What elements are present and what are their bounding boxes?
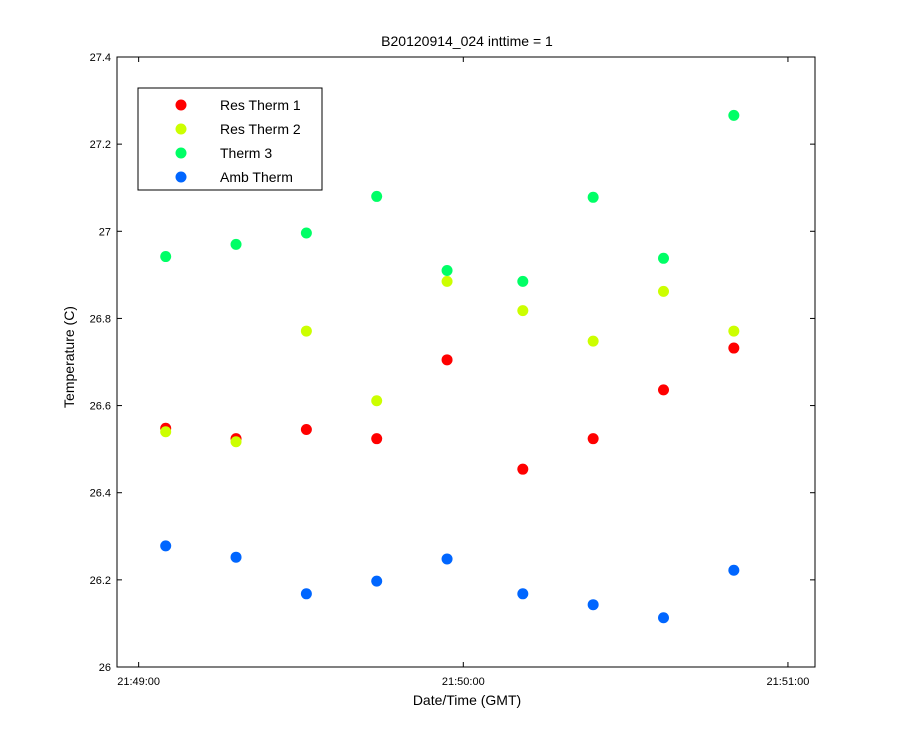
y-axis: 26 26.2 26.4 26.6 26.8 27 27.2 27.4 (90, 52, 815, 674)
data-point (160, 251, 172, 263)
data-point (657, 252, 669, 264)
data-point (230, 436, 242, 448)
x-tick-label: 21:50:00 (442, 676, 485, 688)
legend-label: Therm 3 (220, 145, 272, 161)
data-point (300, 227, 312, 239)
data-points (160, 109, 740, 624)
x-axis: 21:49:00 21:50:00 21:51:00 (117, 57, 809, 688)
data-point (371, 395, 383, 407)
data-point (441, 553, 453, 565)
legend-label: Res Therm 2 (220, 121, 301, 137)
data-point (300, 424, 312, 436)
data-point (371, 190, 383, 202)
legend-marker (175, 123, 187, 135)
x-tick-label: 21:51:00 (767, 676, 810, 688)
data-point (371, 575, 383, 587)
data-point (587, 433, 599, 445)
data-point (587, 191, 599, 203)
legend-marker (175, 99, 187, 111)
data-point (517, 275, 529, 287)
data-point (728, 325, 740, 337)
y-tick-label: 26 (99, 662, 111, 674)
y-tick-label: 27.4 (90, 52, 111, 64)
data-point (160, 540, 172, 552)
data-point (728, 564, 740, 576)
data-point (657, 285, 669, 297)
data-point (517, 588, 529, 600)
data-point (728, 342, 740, 354)
data-point (371, 433, 383, 445)
data-point (517, 463, 529, 475)
legend-box (137, 87, 323, 191)
data-point (657, 384, 669, 396)
data-point (728, 109, 740, 121)
data-point (300, 588, 312, 600)
y-axis-label: Temperature (C) (61, 306, 77, 408)
data-point (441, 265, 453, 276)
y-tick-label: 27.2 (90, 139, 111, 151)
data-point (587, 335, 599, 347)
legend-marker (175, 171, 187, 183)
data-point (230, 551, 242, 563)
y-tick-label: 26.6 (90, 401, 111, 413)
y-tick-label: 27 (99, 226, 111, 238)
data-point (441, 275, 453, 287)
y-tick-label: 26.2 (90, 575, 111, 587)
chart-title: B20120914_024 inttime = 1 (381, 33, 553, 49)
legend-marker (175, 147, 187, 159)
y-tick-label: 26.4 (90, 488, 111, 500)
data-point (517, 305, 529, 317)
data-point (657, 612, 669, 624)
data-point (441, 354, 453, 366)
legend: Res Therm 1 Res Therm 2 Therm 3 Amb Therm (137, 87, 323, 191)
data-point (300, 325, 312, 337)
legend-label: Res Therm 1 (220, 97, 301, 113)
data-point (160, 426, 172, 438)
data-point (230, 238, 242, 250)
data-point (587, 599, 599, 611)
x-axis-label: Date/Time (GMT) (413, 692, 521, 708)
x-tick-label: 21:49:00 (117, 676, 160, 688)
legend-label: Amb Therm (220, 169, 293, 185)
y-tick-label: 26.8 (90, 313, 111, 325)
